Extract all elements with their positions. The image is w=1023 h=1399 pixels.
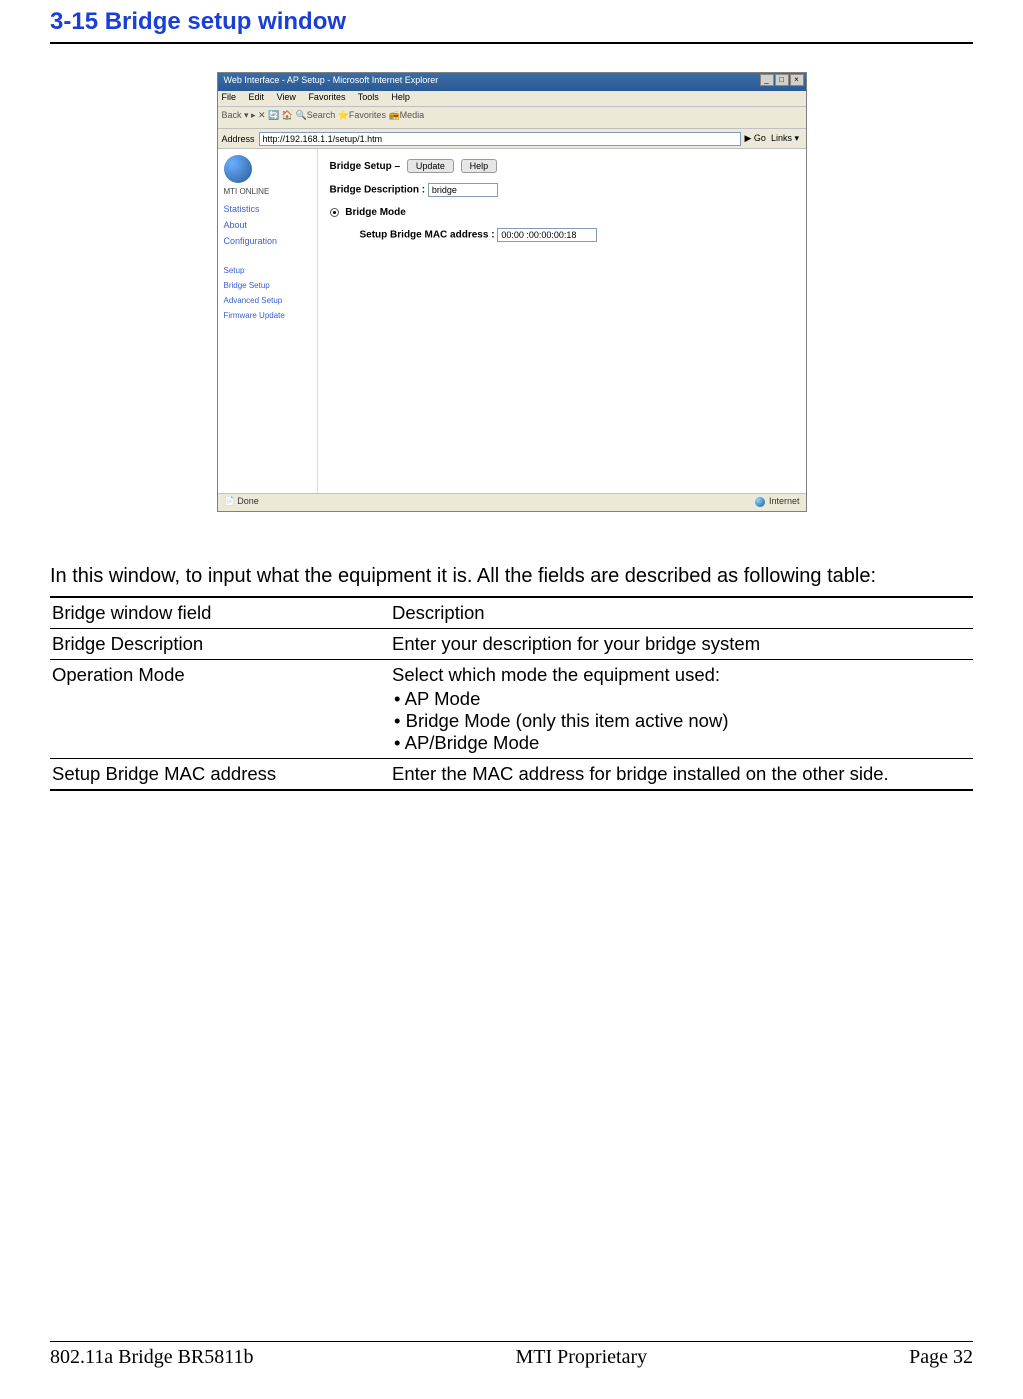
footer-center: MTI Proprietary: [515, 1346, 647, 1369]
table-header-desc: Description: [390, 597, 973, 629]
table-row: Setup Bridge MAC address Enter the MAC a…: [50, 759, 973, 791]
sidebar: MTI ONLINE Statistics About Configuratio…: [218, 149, 318, 495]
intro-text: In this window, to input what the equipm…: [50, 565, 973, 588]
status-done-icon: 📄: [224, 496, 235, 506]
desc-intro: Select which mode the equipment used:: [392, 664, 967, 686]
bridge-description-label: Bridge Description :: [330, 185, 426, 196]
maximize-button[interactable]: □: [775, 74, 789, 86]
menu-view[interactable]: View: [277, 92, 296, 102]
close-button[interactable]: ×: [790, 74, 804, 86]
mac-address-input[interactable]: 00:00 :00:00:00:18: [497, 228, 597, 242]
table-header-field: Bridge window field: [50, 597, 390, 629]
footer-right: Page 32: [909, 1346, 973, 1369]
panel-heading: Bridge Setup –: [330, 161, 403, 172]
address-bar: Address http://192.168.1.1/setup/1.htm ▶…: [218, 129, 806, 149]
page-footer: 802.11a Bridge BR5811b MTI Proprietary P…: [50, 1341, 973, 1369]
bullet-item: AP/Bridge Mode: [392, 732, 967, 754]
toolbar: Back ▾ ▸ ✕ 🔄 🏠 🔍Search ⭐Favorites 📻Media: [218, 107, 806, 129]
address-input[interactable]: http://192.168.1.1/setup/1.htm: [259, 132, 741, 146]
brand-label: MTI ONLINE: [224, 187, 311, 196]
cell-field: Setup Bridge MAC address: [50, 759, 390, 791]
menu-help[interactable]: Help: [391, 92, 410, 102]
bridge-mode-label: Bridge Mode: [345, 207, 406, 218]
address-label: Address: [222, 134, 255, 144]
sidebar-item-bridge-setup[interactable]: Bridge Setup: [224, 281, 311, 290]
bridge-mode-radio[interactable]: [330, 208, 339, 217]
bullet-item: Bridge Mode (only this item active now): [392, 710, 967, 732]
toolbar-items[interactable]: Back ▾ ▸ ✕ 🔄 🏠 🔍Search ⭐Favorites 📻Media: [222, 110, 425, 120]
update-button[interactable]: Update: [407, 159, 454, 173]
table-row: Bridge Description Enter your descriptio…: [50, 629, 973, 660]
sidebar-item-setup[interactable]: Setup: [224, 266, 311, 275]
cell-desc: Enter the MAC address for bridge install…: [390, 759, 973, 791]
mac-address-label: Setup Bridge MAC address :: [360, 230, 495, 241]
menu-bar: File Edit View Favorites Tools Help: [218, 91, 806, 107]
minimize-button[interactable]: _: [760, 74, 774, 86]
cell-desc: Select which mode the equipment used: AP…: [390, 660, 973, 759]
section-title: 3-15 Bridge setup window: [50, 0, 973, 44]
cell-field: Bridge Description: [50, 629, 390, 660]
screenshot-figure: Web Interface - AP Setup - Microsoft Int…: [50, 72, 973, 517]
bridge-description-input[interactable]: bridge: [428, 183, 498, 197]
logo-icon: [224, 155, 252, 183]
menu-file[interactable]: File: [222, 92, 237, 102]
main-panel: Bridge Setup – Update Help Bridge Descri…: [318, 149, 806, 495]
sidebar-item-firmware-update[interactable]: Firmware Update: [224, 311, 311, 320]
browser-window: Web Interface - AP Setup - Microsoft Int…: [217, 72, 807, 512]
cell-desc: Enter your description for your bridge s…: [390, 629, 973, 660]
bullet-item: AP Mode: [392, 688, 967, 710]
go-button[interactable]: ▶ Go: [745, 133, 766, 144]
status-left: Done: [237, 496, 259, 506]
sidebar-item-statistics[interactable]: Statistics: [224, 204, 311, 214]
help-button[interactable]: Help: [461, 159, 498, 173]
links-button[interactable]: Links ▾: [771, 133, 799, 144]
status-bar: 📄 Done Internet: [218, 493, 806, 511]
footer-left: 802.11a Bridge BR5811b: [50, 1346, 254, 1369]
sidebar-item-advanced-setup[interactable]: Advanced Setup: [224, 296, 311, 305]
sidebar-item-configuration[interactable]: Configuration: [224, 236, 311, 246]
table-row: Operation Mode Select which mode the equ…: [50, 660, 973, 759]
status-right: Internet: [769, 496, 800, 506]
sidebar-item-about[interactable]: About: [224, 220, 311, 230]
window-titlebar: Web Interface - AP Setup - Microsoft Int…: [218, 73, 806, 91]
internet-zone-icon: [755, 497, 765, 507]
menu-edit[interactable]: Edit: [249, 92, 265, 102]
fields-table: Bridge window field Description Bridge D…: [50, 596, 973, 791]
menu-favorites[interactable]: Favorites: [308, 92, 345, 102]
menu-tools[interactable]: Tools: [358, 92, 379, 102]
cell-field: Operation Mode: [50, 660, 390, 759]
window-title: Web Interface - AP Setup - Microsoft Int…: [224, 75, 439, 85]
